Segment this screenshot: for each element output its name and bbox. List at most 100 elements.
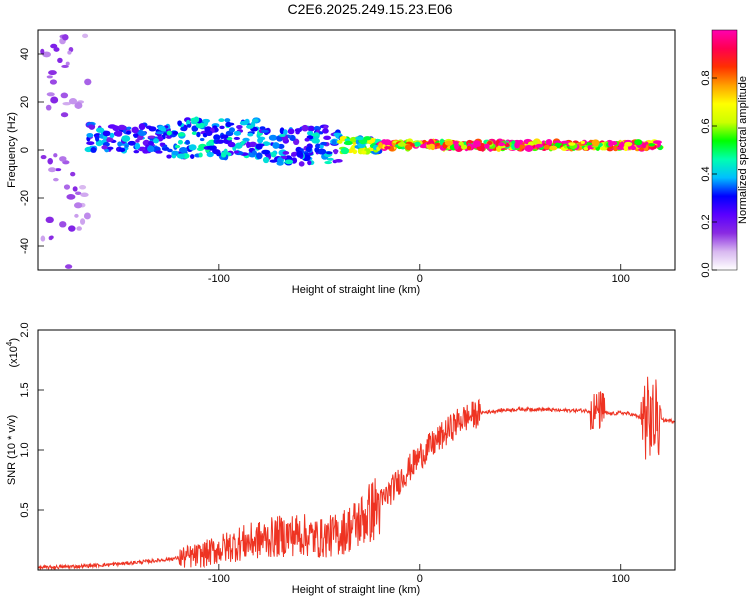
spectrogram-cell xyxy=(155,150,163,154)
spectrogram-cell xyxy=(580,140,585,145)
spectrogram-y-tick-label: 20 xyxy=(19,96,31,108)
spectrogram-cell xyxy=(63,184,71,190)
spectrogram-cell xyxy=(74,213,79,218)
spectrogram-cell xyxy=(193,116,200,123)
spectrogram-cell xyxy=(174,144,181,149)
spectrogram-cell xyxy=(553,140,562,144)
spectrogram-cell xyxy=(133,150,140,154)
spectrogram-cell xyxy=(331,139,337,146)
spectrogram-cell xyxy=(195,122,205,129)
spectrogram-cell xyxy=(147,135,156,139)
spectrogram-cell xyxy=(223,148,228,156)
spectrogram-cell xyxy=(326,157,334,161)
spectrogram-cell xyxy=(142,149,149,154)
spectrogram-cell xyxy=(76,226,82,231)
spectrogram-cell xyxy=(599,146,606,151)
snr-y-tick-label: 2.0 xyxy=(19,322,31,337)
spectrogram-cell xyxy=(583,146,589,151)
spectrogram-cell xyxy=(428,143,435,149)
spectrogram-cell xyxy=(68,225,76,232)
spectrogram-cell xyxy=(498,142,505,147)
spectrogram-cell xyxy=(53,177,59,182)
spectrogram-y-tick-label: -20 xyxy=(19,190,31,206)
spectrogram-cell xyxy=(269,159,278,163)
spectrogram-panel: -100 0 100 -40 -20 0 20 40 Height of straight … xyxy=(6,29,676,296)
spectrogram-cell xyxy=(305,146,312,153)
colorbar-label: Normalized spectral amplitude xyxy=(737,76,749,224)
spectrogram-cell xyxy=(205,130,213,137)
colorbar-tick-label: 0.6 xyxy=(700,118,712,133)
spectrogram-cell xyxy=(226,136,233,141)
spectrogram-cell xyxy=(124,144,129,148)
spectrogram-cell xyxy=(549,145,558,151)
snr-scale-close: ) xyxy=(8,338,20,342)
spectrogram-cell xyxy=(166,154,172,159)
spectrogram-cell xyxy=(40,48,45,55)
spectrogram-cell xyxy=(115,130,123,137)
spectrogram-cell xyxy=(384,146,391,150)
spectrogram-cell xyxy=(46,75,53,79)
spectrogram-cell xyxy=(301,124,309,132)
spectrogram-cell xyxy=(166,130,172,136)
spectrogram-cell xyxy=(176,153,186,159)
spectrogram-cell xyxy=(616,146,625,150)
spectrogram-cell xyxy=(126,126,132,130)
spectrogram-cell xyxy=(318,131,324,135)
spectrogram-cell xyxy=(233,136,241,141)
spectrogram-cell xyxy=(50,43,58,49)
spectrogram-cell xyxy=(148,140,154,146)
spectrogram-cell xyxy=(270,151,277,158)
spectrogram-cell xyxy=(363,136,372,141)
spectrogram-y-tick-label: 40 xyxy=(19,48,31,60)
spectrogram-cell xyxy=(251,150,257,156)
spectrogram-cell xyxy=(624,141,633,147)
spectrogram-cell xyxy=(234,142,243,149)
spectrogram-cell xyxy=(325,151,333,155)
spectrogram-cell xyxy=(535,143,544,148)
spectrogram-cell xyxy=(257,137,264,144)
spectrogram-cell xyxy=(220,134,229,139)
spectrogram-cell xyxy=(62,101,72,106)
spectrogram-cell xyxy=(227,141,236,148)
spectrogram-cell xyxy=(511,140,516,144)
spectrogram-cell xyxy=(188,144,197,151)
spectrogram-cell xyxy=(307,125,315,132)
spectrogram-cell xyxy=(180,126,187,132)
spectrogram-cell xyxy=(444,140,454,146)
spectrogram-cell xyxy=(102,130,111,137)
spectrogram-cell xyxy=(287,128,295,135)
spectrogram-cell xyxy=(40,235,46,242)
colorbar-gradient xyxy=(711,29,738,271)
spectrogram-cell xyxy=(333,148,339,155)
spectrogram-cell xyxy=(53,153,58,158)
spectrogram-cell xyxy=(378,142,383,149)
spectrogram-cell xyxy=(80,218,86,225)
spectrogram-cell xyxy=(153,138,160,144)
spectrogram-cell xyxy=(127,140,136,146)
spectrogram-cell xyxy=(83,212,91,220)
spectrogram-cell xyxy=(55,168,62,172)
spectrogram-cell xyxy=(177,139,183,145)
spectrogram-cell xyxy=(57,57,63,63)
spectrogram-cell xyxy=(206,145,216,150)
spectrogram-cell xyxy=(268,134,278,141)
colorbar: 0.0 0.2 0.4 0.6 0.8 Normalized spectral ampl… xyxy=(700,29,749,278)
spectrogram-cell xyxy=(304,137,310,142)
spectrogram-cell xyxy=(276,156,283,164)
spectrogram-cell xyxy=(53,47,60,52)
snr-series-line xyxy=(37,376,676,571)
spectrogram-cell xyxy=(50,96,59,104)
spectrogram-cell xyxy=(177,120,182,127)
spectrogram-cell xyxy=(45,216,54,224)
spectrogram-cell xyxy=(64,264,73,269)
spectrogram-cell xyxy=(619,141,625,148)
spectrogram-cell xyxy=(117,141,123,147)
spectrogram-cell xyxy=(74,101,83,109)
spectrogram-cell xyxy=(107,146,114,150)
spectrogram-cell xyxy=(206,140,215,148)
spectrogram-cell xyxy=(138,131,147,137)
spectrogram-cell xyxy=(320,141,327,146)
spectrogram-cell xyxy=(185,139,190,145)
spectrogram-cell xyxy=(68,98,78,105)
spectrogram-x-tick-label: -100 xyxy=(208,273,230,285)
